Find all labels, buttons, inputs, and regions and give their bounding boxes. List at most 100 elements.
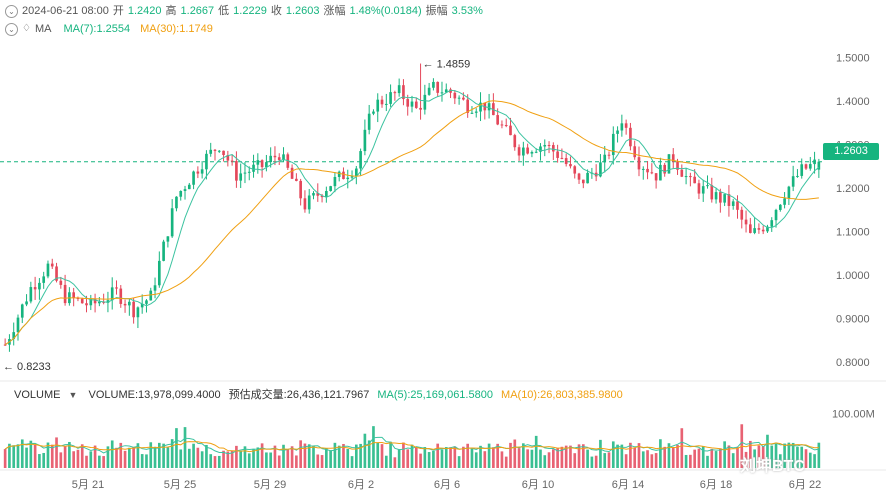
- time-tick-label: 5月 29: [254, 479, 286, 491]
- volume-bar: [479, 445, 482, 468]
- candle-body: [573, 166, 577, 174]
- candle-body: [693, 176, 696, 184]
- volume-bar: [659, 439, 662, 468]
- candle-body: [295, 178, 298, 181]
- time-tick-label: 6月 18: [700, 479, 732, 491]
- volume-bar: [200, 451, 204, 468]
- candle-body: [778, 204, 782, 210]
- volume-bar: [766, 434, 769, 468]
- candle-body: [162, 241, 165, 261]
- volume-bar: [457, 456, 461, 468]
- volume-bar: [496, 443, 499, 468]
- candle-body: [256, 160, 260, 165]
- candle-body: [556, 151, 559, 158]
- candle-body: [123, 303, 127, 306]
- candle-body: [269, 155, 272, 163]
- volume-bar: [363, 433, 367, 468]
- candle-body: [192, 171, 195, 185]
- volume-bar: [427, 452, 431, 468]
- volume-bar: [791, 442, 795, 468]
- candle-body: [359, 151, 362, 169]
- open-label: 开: [112, 5, 124, 17]
- candle-body: [500, 124, 504, 126]
- candle-body: [200, 169, 204, 174]
- candle-body: [659, 164, 662, 181]
- volume-bar: [414, 447, 418, 468]
- candle-body: [80, 298, 84, 304]
- volume-bar: [239, 450, 243, 468]
- candle-body: [406, 99, 410, 107]
- volume-bar: [569, 445, 572, 468]
- visibility-bell-icon[interactable]: ♢: [22, 23, 31, 34]
- volume-bar: [581, 444, 585, 468]
- volume-bar: [701, 446, 705, 468]
- candle-body: [603, 154, 607, 163]
- volume-bar: [444, 447, 448, 468]
- volume-bar: [389, 441, 392, 468]
- candle-body: [697, 183, 701, 194]
- candle-body: [85, 303, 88, 306]
- candle-body: [342, 171, 345, 180]
- candle-body: [20, 304, 24, 318]
- ma-label[interactable]: MA: [34, 23, 52, 35]
- candle-body: [213, 149, 217, 151]
- volume-bar: [710, 448, 714, 468]
- candle-body: [29, 287, 33, 302]
- candle-body: [757, 228, 761, 230]
- candle-body: [372, 111, 375, 114]
- volume-bar: [393, 457, 397, 468]
- max-price-annotation: ← 1.4859: [423, 59, 471, 71]
- candle-body: [239, 173, 243, 181]
- volume-bar: [277, 455, 281, 468]
- candle-body: [436, 81, 440, 93]
- volume-dropdown-icon[interactable]: ▼: [68, 390, 78, 400]
- candle-body: [616, 130, 619, 134]
- collapse-chevron-icon[interactable]: ⌄: [5, 22, 18, 36]
- candle-body: [487, 103, 491, 111]
- candle-body: [813, 159, 816, 165]
- ohlc-header: ⌄ 2024-06-21 08:00 开 1.2420 高 1.2667 低 1…: [0, 2, 487, 20]
- volume-bar: [577, 444, 581, 468]
- candle-body: [183, 189, 187, 192]
- volume-bar: [42, 452, 46, 468]
- volume-bar: [166, 447, 170, 468]
- candle-body: [710, 185, 714, 200]
- volume-bar: [727, 445, 731, 468]
- volume-bar: [350, 456, 354, 468]
- volume-bar: [192, 443, 195, 468]
- candle-body: [731, 201, 735, 206]
- candle-body: [466, 99, 470, 113]
- volume-bar: [774, 443, 778, 468]
- volume-bar: [509, 442, 512, 468]
- candle-body: [719, 192, 722, 203]
- candle-body: [663, 164, 667, 174]
- candle-body: [367, 113, 371, 130]
- candle-body: [530, 152, 534, 154]
- candle-body: [787, 186, 791, 199]
- volume-bar: [684, 454, 688, 468]
- volume-bar: [63, 446, 67, 468]
- volume-bar: [599, 439, 602, 468]
- candle-body: [701, 186, 705, 194]
- volume-bar: [474, 452, 478, 468]
- candle-body: [303, 198, 307, 210]
- volume-bar: [175, 428, 178, 468]
- candle-body: [187, 184, 191, 190]
- volume-bar: [744, 451, 748, 468]
- volume-bar: [736, 447, 739, 468]
- candle-body: [569, 164, 572, 167]
- volume-bar: [359, 443, 362, 468]
- candle-body: [140, 303, 144, 308]
- volume-label[interactable]: VOLUME: [14, 389, 61, 401]
- candle-body: [376, 99, 380, 112]
- candle-body: [59, 280, 63, 285]
- candle-body: [402, 85, 405, 100]
- volume-bar: [667, 443, 671, 468]
- volume-bar: [607, 452, 611, 468]
- candle-body: [654, 173, 658, 181]
- candle-body: [766, 226, 769, 232]
- collapse-chevron-icon[interactable]: ⌄: [5, 4, 18, 18]
- volume-bar: [504, 456, 508, 468]
- volume-bar: [132, 447, 135, 468]
